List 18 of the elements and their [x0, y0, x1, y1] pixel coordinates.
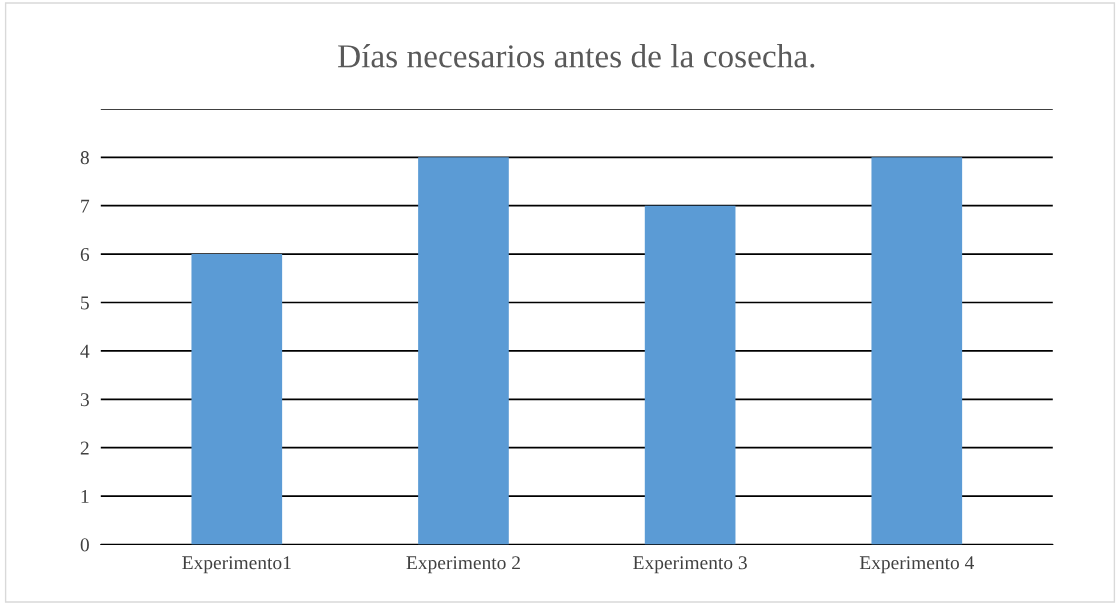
y-tick-label: 1 [81, 490, 89, 503]
y-tick-label: 0 [80, 538, 89, 552]
x-tick-label: Experimento 3 [633, 556, 747, 574]
y-tick-label: 3 [80, 393, 89, 407]
bar [418, 157, 509, 545]
chart-title: Días necesarios antes de la cosecha. [338, 44, 815, 68]
x-tick-label: Experimento1 [182, 556, 291, 574]
bar [871, 157, 963, 545]
x-tick-label: Experimento 4 [859, 556, 974, 574]
y-tick-label: 4 [80, 344, 90, 358]
y-tick-label: 5 [81, 296, 89, 310]
x-tick-label: Experimento 2 [406, 556, 520, 574]
y-tick-label: 7 [81, 199, 90, 213]
y-tick-label: 8 [80, 151, 89, 165]
bar [644, 205, 736, 545]
y-tick-label: 6 [80, 247, 90, 262]
y-tick-label: 2 [80, 441, 89, 455]
bar [191, 254, 283, 545]
